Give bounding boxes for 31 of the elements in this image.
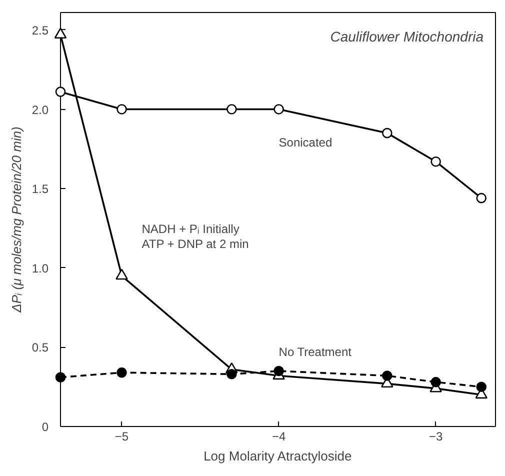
x-tick-label: −4 (272, 430, 286, 444)
x-tick-label: −3 (428, 430, 443, 444)
point (116, 367, 127, 378)
y-tick-label: 0 (42, 420, 49, 434)
y-tick-label: 2.5 (32, 23, 49, 38)
point (430, 376, 441, 388)
point (476, 382, 487, 392)
y-axis-title: ΔPᵢ (μ moles/mg Protein/20 min) (8, 126, 24, 314)
point (274, 366, 284, 376)
point (116, 104, 127, 114)
point (226, 104, 237, 114)
point (274, 104, 284, 114)
series-label: No Treatment (278, 344, 352, 359)
text: Cauliflower Mitochondria (330, 28, 484, 44)
y-tick-label: 0.5 (32, 340, 49, 355)
point (430, 156, 441, 167)
point (54, 28, 67, 39)
point (382, 128, 392, 138)
point (382, 370, 392, 381)
x-axis-title: Log Molarity Atractyloside (204, 448, 352, 464)
y-tick-label: 1.0 (32, 261, 49, 276)
point (116, 268, 128, 280)
x-tick-label: −5 (114, 430, 129, 444)
point (55, 86, 66, 97)
text: NADH + Pᵢ Initially ATP + DNP at 2 min (142, 222, 249, 251)
point (476, 192, 487, 204)
y-tick-label: 1.5 (32, 182, 49, 196)
series-label: Sonicated (278, 135, 332, 150)
y-tick-label: 2.0 (32, 102, 49, 117)
point (226, 369, 237, 380)
point (55, 372, 66, 382)
